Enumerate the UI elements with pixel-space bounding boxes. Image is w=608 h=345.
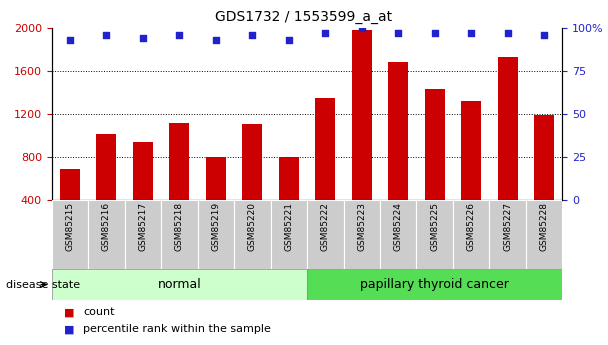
Text: GSM85225: GSM85225 — [430, 202, 439, 251]
Bar — [88, 200, 125, 269]
Bar — [234, 200, 271, 269]
Text: GSM85224: GSM85224 — [394, 202, 402, 251]
Bar — [534, 115, 554, 200]
Bar — [278, 157, 299, 200]
Bar — [453, 200, 489, 269]
Bar — [315, 98, 335, 200]
Point — [211, 37, 221, 42]
Text: GSM85228: GSM85228 — [540, 202, 548, 251]
Point — [466, 30, 476, 36]
Text: GSM85215: GSM85215 — [66, 202, 74, 251]
Point — [503, 30, 513, 36]
Bar — [198, 200, 234, 269]
Point — [174, 32, 184, 37]
Bar — [497, 57, 517, 200]
Bar — [344, 200, 380, 269]
Text: disease state: disease state — [6, 280, 80, 289]
Point — [430, 30, 440, 36]
Bar — [242, 124, 262, 200]
Text: normal: normal — [157, 278, 201, 291]
Text: papillary thyroid cancer: papillary thyroid cancer — [361, 278, 509, 291]
Bar — [424, 89, 444, 200]
Point — [65, 37, 75, 42]
Bar — [133, 142, 153, 200]
Text: GSM85223: GSM85223 — [358, 202, 366, 251]
Text: count: count — [83, 307, 115, 317]
Bar — [461, 101, 481, 200]
Bar — [60, 169, 80, 200]
Point — [393, 30, 403, 36]
Bar — [489, 200, 526, 269]
Text: GSM85216: GSM85216 — [102, 202, 111, 251]
Text: GSM85220: GSM85220 — [248, 202, 257, 251]
Bar — [307, 269, 562, 300]
Bar — [380, 200, 416, 269]
Bar — [52, 269, 307, 300]
Bar — [271, 200, 307, 269]
Bar — [307, 200, 344, 269]
Point — [247, 32, 257, 37]
Point — [102, 32, 111, 37]
Text: GSM85221: GSM85221 — [285, 202, 293, 251]
Text: GSM85222: GSM85222 — [321, 202, 330, 251]
Text: ■: ■ — [64, 325, 74, 334]
Point — [138, 35, 148, 41]
Bar — [206, 157, 226, 200]
Bar — [351, 30, 371, 200]
Point — [357, 25, 367, 30]
Text: GSM85218: GSM85218 — [175, 202, 184, 251]
Bar — [416, 200, 453, 269]
Text: ■: ■ — [64, 307, 74, 317]
Point — [539, 32, 549, 37]
Point — [320, 30, 330, 36]
Bar — [52, 200, 88, 269]
Text: percentile rank within the sample: percentile rank within the sample — [83, 325, 271, 334]
Text: GSM85219: GSM85219 — [212, 202, 220, 251]
Bar — [388, 62, 408, 200]
Bar — [161, 200, 198, 269]
Bar — [125, 200, 161, 269]
Text: GDS1732 / 1553599_a_at: GDS1732 / 1553599_a_at — [215, 10, 393, 24]
Bar — [169, 123, 189, 200]
Text: GSM85217: GSM85217 — [139, 202, 147, 251]
Text: GSM85226: GSM85226 — [467, 202, 475, 251]
Bar — [526, 200, 562, 269]
Bar — [96, 134, 116, 200]
Text: GSM85227: GSM85227 — [503, 202, 512, 251]
Point — [284, 37, 294, 42]
